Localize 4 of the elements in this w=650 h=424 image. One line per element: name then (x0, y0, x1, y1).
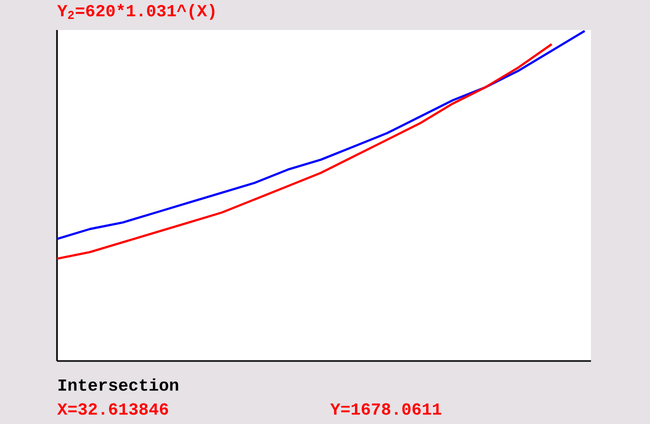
text: Y=1678.0611 (330, 403, 442, 415)
text: X=32.613846 (57, 403, 168, 415)
text: Intersection (58, 378, 178, 391)
chart-title: Y$_{2}$=620*1.031^(X) (57, 4, 214, 20)
